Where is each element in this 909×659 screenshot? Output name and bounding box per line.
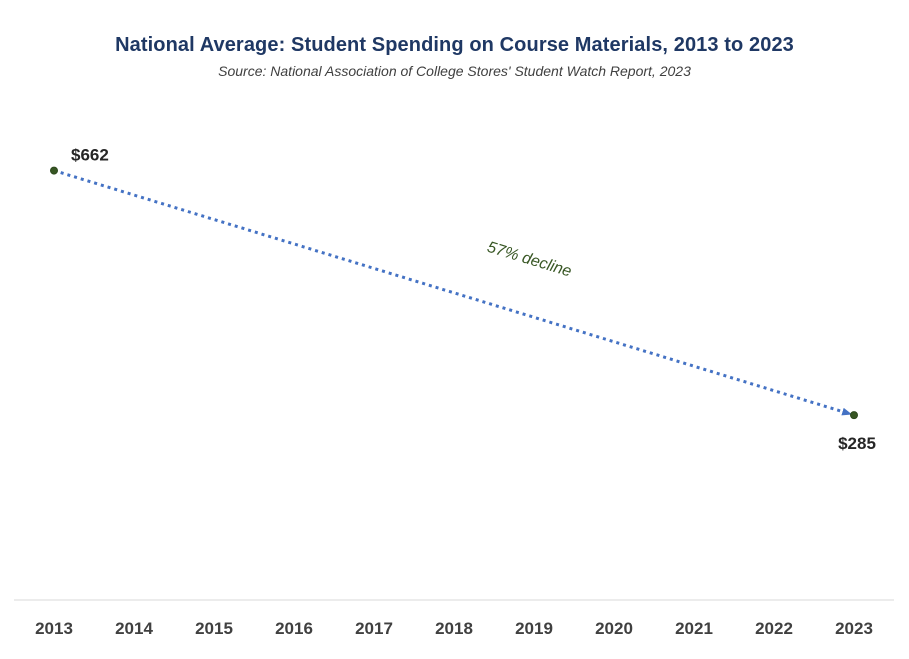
x-tick-label-2023: 2023 xyxy=(835,619,873,638)
x-tick-label-2016: 2016 xyxy=(275,619,313,638)
x-tick-label-2019: 2019 xyxy=(515,619,553,638)
data-point-2013 xyxy=(50,166,58,175)
x-axis-ticks: 2013 2014 2015 2016 2017 2018 2019 2020 2021 2022… xyxy=(35,619,873,638)
x-tick-label-2020: 2020 xyxy=(595,619,633,638)
data-labels: $662 $285 xyxy=(71,146,876,454)
chart-title: National Average: Student Spending on Co… xyxy=(115,34,794,56)
x-tick-label-2018: 2018 xyxy=(435,619,473,638)
chart-subtitle: Source: National Association of College … xyxy=(218,63,691,79)
x-tick-label-2021: 2021 xyxy=(675,619,713,638)
decline-annotation: 57% decline xyxy=(485,239,573,281)
series-line xyxy=(50,166,858,420)
trend-line xyxy=(53,169,853,416)
x-tick-label-2015: 2015 xyxy=(195,619,233,638)
x-tick-label-2017: 2017 xyxy=(355,619,393,638)
data-label-2013: $662 xyxy=(71,146,109,165)
x-tick-label-2022: 2022 xyxy=(755,619,793,638)
x-tick-label-2014: 2014 xyxy=(115,619,153,638)
x-tick-label-2013: 2013 xyxy=(35,619,73,638)
data-point-2023 xyxy=(850,411,858,420)
data-label-2023: $285 xyxy=(838,434,876,453)
